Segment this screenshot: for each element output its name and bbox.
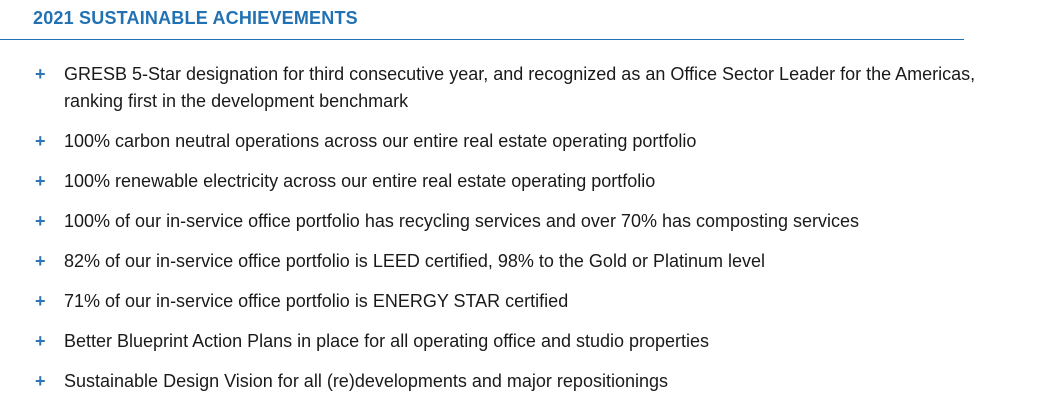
list-item: + Sustainable Design Vision for all (re)d… <box>35 368 1038 395</box>
list-item-text: 71% of our in-service office portfolio i… <box>64 291 569 311</box>
section-divider <box>0 39 964 40</box>
achievements-list: + GRESB 5-Star designation for third cons… <box>0 61 1042 395</box>
list-item: +71% of our in-service office portfolio … <box>35 288 1038 315</box>
list-item: + Better Blueprint Action Plans in place … <box>35 328 1038 355</box>
plus-bullet-icon: + <box>35 211 46 231</box>
plus-bullet-icon: + <box>35 251 46 271</box>
plus-bullet-icon: + <box>35 291 46 311</box>
plus-bullet-icon: + <box>35 331 46 351</box>
list-item-text: Better Blueprint Action Plans in place f… <box>64 331 710 351</box>
plus-bullet-icon: + <box>35 171 46 191</box>
list-item: +100% renewable electricity across our e… <box>35 168 1038 195</box>
list-item: +100% carbon neutral operations across o… <box>35 128 1038 155</box>
plus-bullet-icon: + <box>35 131 46 151</box>
list-item-text: 100% of our in-service office portfolio … <box>64 211 860 231</box>
list-item: + GRESB 5-Star designation for third cons… <box>35 61 1038 115</box>
list-item-text: 100% carbon neutral operations across ou… <box>64 131 697 151</box>
plus-bullet-icon: + <box>35 64 46 84</box>
list-item-text: Sustainable Design Vision for all (re)de… <box>64 371 668 391</box>
list-item: +100% of our in-service office portfolio… <box>35 208 1038 235</box>
plus-bullet-icon: + <box>35 371 46 391</box>
list-item: +82% of our in-service office portfolio … <box>35 248 1038 275</box>
list-item-text: 82% of our in-service office portfolio i… <box>64 251 766 271</box>
list-item-text: 100% renewable electricity across our en… <box>64 171 656 191</box>
list-item-text: GRESB 5-Star designation for third conse… <box>64 64 976 111</box>
section-title: 2021 SUSTAINABLE ACHIEVEMENTS <box>33 8 358 28</box>
